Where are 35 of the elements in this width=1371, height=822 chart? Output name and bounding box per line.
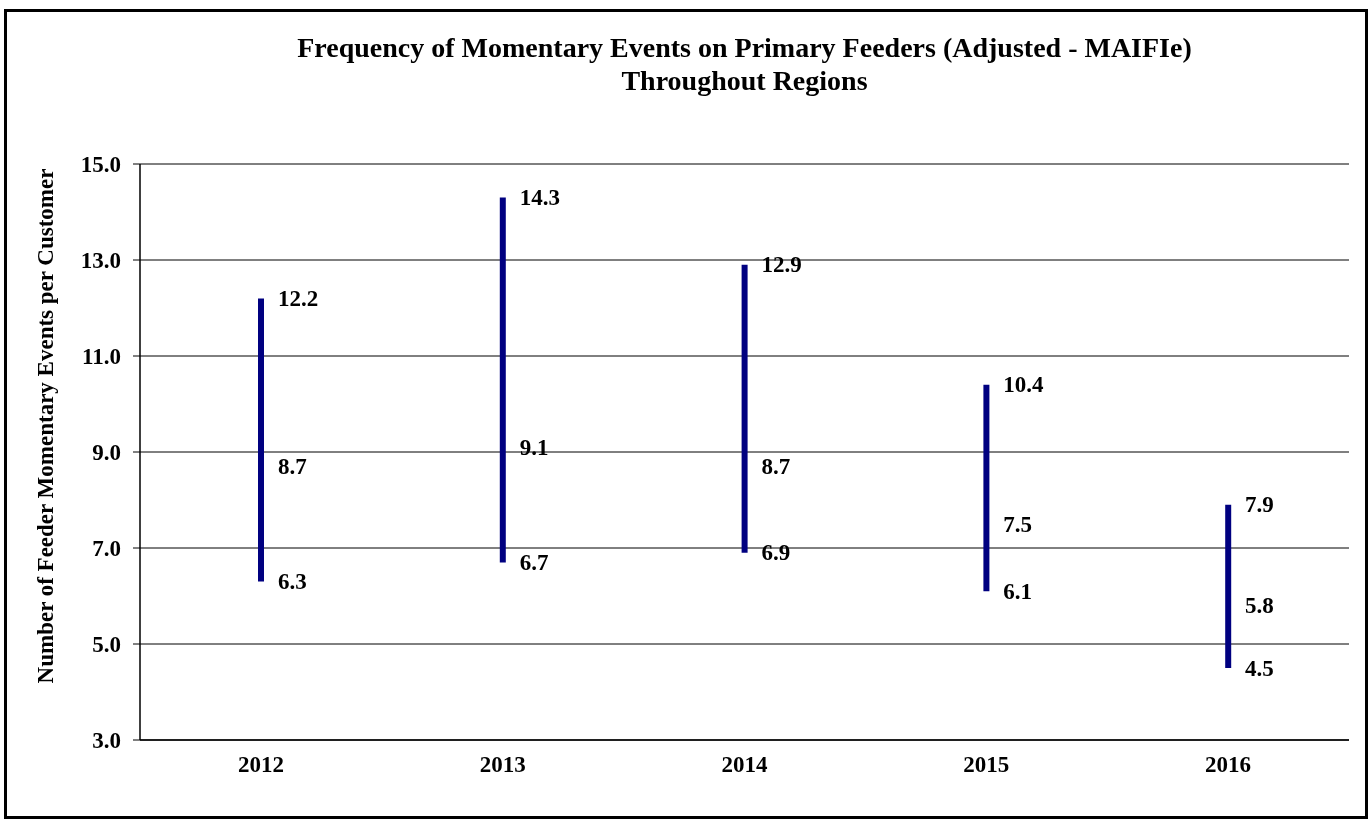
chart-title: Frequency of Momentary Events on Primary Feeders (Adjusted - MAIFIe) <box>296 31 1193 64</box>
annotation: 6.9 <box>761 540 791 566</box>
annotation: 5.8 <box>1245 593 1274 619</box>
annotation: 12.2 <box>277 285 319 311</box>
annotation: 4.5 <box>1245 655 1274 681</box>
x-tick-label: 2014 <box>721 752 768 778</box>
annotation: 6.3 <box>277 569 307 595</box>
y-tick-label: 11.0 <box>82 344 121 370</box>
annotation: 6.1 <box>1003 578 1033 604</box>
bar <box>1225 504 1232 668</box>
x-tick-label: 2013 <box>479 752 526 778</box>
bar <box>983 384 990 592</box>
annotation: 6.7 <box>519 549 549 575</box>
annotation: 9.1 <box>519 434 549 460</box>
annotation: 7.9 <box>1245 492 1274 518</box>
y-tick-label: 7.0 <box>92 536 121 562</box>
annotation: 7.5 <box>1003 511 1033 537</box>
annotation: 10.4 <box>1003 372 1045 398</box>
y-tick-label: 15.0 <box>80 152 121 178</box>
chart-subtitle: Throughout Regions <box>620 64 869 97</box>
y-tick-label: 9.0 <box>92 440 121 466</box>
y-tick-label: 13.0 <box>80 248 121 274</box>
y-tick-label: 5.0 <box>92 632 121 658</box>
y-axis-title: Number of Feeder Momentary Events per Customer <box>32 168 58 684</box>
bar <box>258 298 264 582</box>
annotation: 8.7 <box>277 453 307 479</box>
x-tick-label: 2012 <box>237 752 284 778</box>
bar <box>499 197 506 563</box>
x-tick-label: 2015 <box>963 752 1010 778</box>
annotation: 12.9 <box>761 252 802 278</box>
annotation: 8.7 <box>761 453 791 479</box>
x-tick-label: 2016 <box>1205 752 1252 778</box>
bar <box>741 264 748 553</box>
y-tick-label: 3.0 <box>92 728 121 754</box>
annotation: 14.3 <box>519 185 560 211</box>
